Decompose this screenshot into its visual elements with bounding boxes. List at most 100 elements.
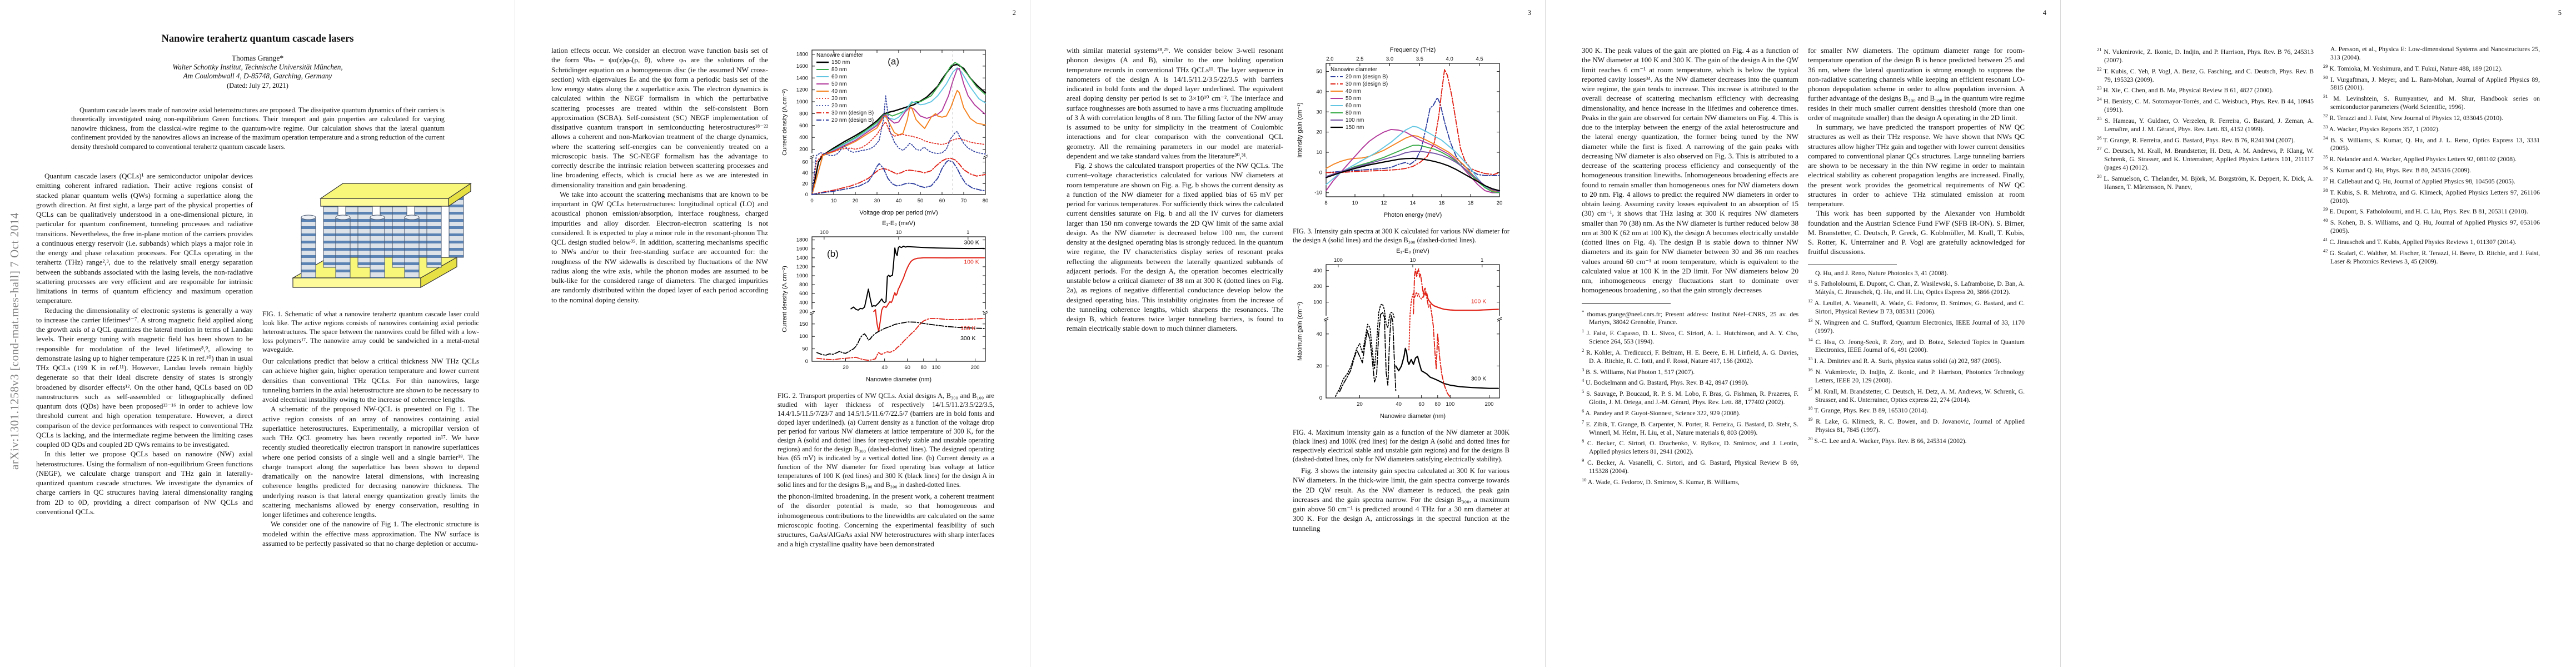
abstract: Quantum cascade lasers made of nanowire …	[71, 106, 445, 151]
paper-date: (Dated: July 27, 2021)	[227, 82, 288, 89]
references-21-28: 21 N. Vukmirovic, Z. Ikonic, D. Indjin, …	[2097, 46, 2314, 192]
svg-text:1: 1	[1481, 257, 1483, 263]
series-30 nm (design B)	[1326, 68, 1500, 175]
reference-item: 11 S. Fathololoumi, E. Dupont, C. Chan, …	[1808, 278, 2025, 296]
svg-text:10: 10	[831, 198, 837, 204]
top-contact-slab	[320, 182, 472, 207]
svg-text:200: 200	[799, 308, 808, 315]
paragraph: Fig. 3 shows the intensity gain spectra …	[1293, 466, 1509, 532]
reference-item: 16 N. Vukmirovic, D. Indjin, Z. Ikonic, …	[1808, 367, 2025, 384]
svg-text:Voltage drop per period (mV): Voltage drop per period (mV)	[859, 210, 938, 216]
reference-item: 10 A. Wade, G. Fedorov, D. Smirnov, S. K…	[1582, 476, 1740, 486]
series-20 nm	[811, 95, 986, 195]
series-80 nm	[1326, 145, 1500, 193]
svg-text:80 nm: 80 nm	[831, 67, 847, 73]
svg-text:4.0: 4.0	[1446, 56, 1453, 62]
svg-text:20: 20	[802, 181, 808, 187]
svg-text:1000: 1000	[796, 99, 808, 105]
svg-text:Maximum gain (cm⁻¹): Maximum gain (cm⁻¹)	[1297, 302, 1303, 361]
svg-text:30: 30	[1316, 109, 1322, 115]
svg-text:400: 400	[1313, 268, 1322, 274]
series-150 nm	[1325, 157, 1501, 192]
paragraph: with similar material systems²⁸,²⁹. We c…	[1067, 46, 1283, 160]
svg-text:70: 70	[961, 198, 967, 204]
svg-text:60: 60	[904, 365, 910, 371]
series-100 K design B	[1413, 268, 1451, 397]
svg-text:50: 50	[918, 198, 924, 204]
reference-item: 42 G. Scalari, C. Walther, M. Fischer, R…	[2323, 247, 2540, 265]
svg-text:20 nm: 20 nm	[831, 103, 847, 109]
paragraph: A schematic of the proposed NW-QCL is pr…	[262, 405, 479, 519]
arxiv-banner: arXiv:1301.1258v3 [cond-mat.mes-hall] 7 …	[8, 212, 21, 470]
figure-1-schematic	[291, 182, 472, 288]
reference-item: 15 I. A. Dmitriev and R. A. Suris, physi…	[1808, 356, 2001, 365]
reference-item: 8 C. Becker, C. Sirtori, O. Drachenko, V…	[1582, 438, 1798, 456]
figure-3-caption: FIG. 3. Intensity gain spectra at 300 K …	[1293, 227, 1509, 244]
page-5: 5 21 N. Vukmirovic, Z. Ikonic, D. Indjin…	[2061, 0, 2576, 667]
svg-text:Photon energy (meV): Photon energy (meV)	[1384, 212, 1442, 218]
svg-text:40: 40	[1396, 401, 1402, 407]
svg-text:50: 50	[1316, 69, 1322, 75]
page2-left-column: lation effects occur. We consider an ele…	[551, 46, 768, 623]
reference-item: 37 H. Callebaut and Q. Hu, Journal of Ap…	[2323, 176, 2515, 185]
page2-right-column: 0 10 20 30 40 50 60 70 80 0 20 40 60 200 400 600 800 1000…	[778, 46, 994, 623]
svg-text:100 K: 100 K	[964, 258, 979, 265]
series-100 K unstable	[1408, 291, 1423, 351]
svg-text:200: 200	[799, 147, 808, 153]
svg-text:18: 18	[1468, 200, 1474, 206]
svg-text:50 nm: 50 nm	[1346, 96, 1361, 102]
paragraph: In summary, we have predicted the transp…	[1808, 123, 2025, 208]
svg-text:60 nm: 60 nm	[1346, 103, 1361, 109]
svg-text:60: 60	[802, 160, 808, 166]
svg-text:400: 400	[799, 135, 808, 141]
paper-title: Nanowire terahertz quantum cascade laser…	[161, 33, 354, 44]
svg-text:30 nm (design B): 30 nm (design B)	[831, 110, 874, 116]
svg-text:600: 600	[799, 291, 808, 297]
svg-text:20: 20	[1497, 200, 1503, 206]
reference-item: 2 R. Kohler, A. Tredicucci, F. Beltram, …	[1582, 347, 1798, 365]
svg-text:50 nm: 50 nm	[831, 81, 847, 87]
reference-item: 7 E. Zibik, T. Grange, B. Carpenter, N. …	[1582, 419, 1798, 436]
svg-text:100: 100	[1446, 401, 1454, 407]
page-number: 3	[1527, 9, 1531, 17]
svg-text:10: 10	[1316, 150, 1322, 156]
svg-text:100: 100	[931, 365, 940, 371]
references-11-20: Q. Hu, and J. Reno, Nature Photonics 3, …	[1808, 270, 2025, 446]
reference-item: 38 T. Kubis, S. R. Mehrotra, and G. Klim…	[2323, 187, 2540, 205]
series-60 nm	[1326, 126, 1500, 193]
author-name: Thomas Grange*	[231, 54, 284, 62]
svg-text:8: 8	[1324, 200, 1327, 206]
svg-text:100 nm: 100 nm	[1346, 117, 1364, 123]
reference-item: 41 C. Jirauschek and T. Kubis, Applied P…	[2323, 236, 2517, 246]
svg-text:40: 40	[896, 198, 902, 204]
paragraph: 300 K. The peak values of the gain are p…	[1582, 46, 1798, 295]
svg-text:Nanowire diameter: Nanowire diameter	[816, 52, 864, 58]
svg-text:2.0: 2.0	[1326, 56, 1333, 62]
svg-text:1: 1	[966, 230, 969, 236]
page-number: 5	[2558, 9, 2562, 17]
svg-text:Current density (A.cm⁻²): Current density (A.cm⁻²)	[781, 266, 788, 332]
svg-text:200: 200	[1485, 401, 1494, 407]
svg-text:30 nm (design B): 30 nm (design B)	[1346, 81, 1388, 87]
series-100 K	[1422, 292, 1499, 311]
svg-text:300 K: 300 K	[964, 240, 979, 246]
paragraph: This work has been supported by the Alex…	[1808, 209, 2025, 256]
series-30 nm	[811, 121, 986, 195]
reference-item: 28 L. Samuelson, C. Thelander, M. Björk,…	[2097, 173, 2314, 191]
paragraph: We consider one of the nanowire of Fig 1…	[262, 520, 479, 547]
svg-text:10: 10	[1410, 257, 1416, 263]
paragraph: Fig. 2 shows the calculated transport pr…	[1067, 161, 1283, 333]
reference-item: 22 T. Kubis, C. Yeh, P. Vogl, A. Benz, G…	[2097, 66, 2314, 83]
reference-item: 27 C. Deutsch, M. Krall, M. Brandstetter…	[2097, 146, 2314, 172]
reference-item: 33 A. Wacker, Physics Reports 357, 1 (20…	[2323, 123, 2440, 133]
svg-text:100: 100	[820, 230, 829, 236]
svg-text:0: 0	[1319, 170, 1322, 176]
figure-2-caption: FIG. 2. Transport properties of NW QCLs.…	[778, 392, 994, 489]
svg-text:80 nm: 80 nm	[1346, 110, 1361, 116]
reference-item: 36 S. Kumar and Q. Hu, Phys. Rev. B 80, …	[2323, 165, 2472, 174]
series-80 nm	[811, 62, 986, 195]
figure-2a-chart: 0 10 20 30 40 50 60 70 8002040602004006008001000…	[781, 49, 988, 216]
paragraph: We take into account the scattering mech…	[551, 190, 768, 304]
svg-text:Nanowire diameter: Nanowire diameter	[1331, 67, 1378, 73]
